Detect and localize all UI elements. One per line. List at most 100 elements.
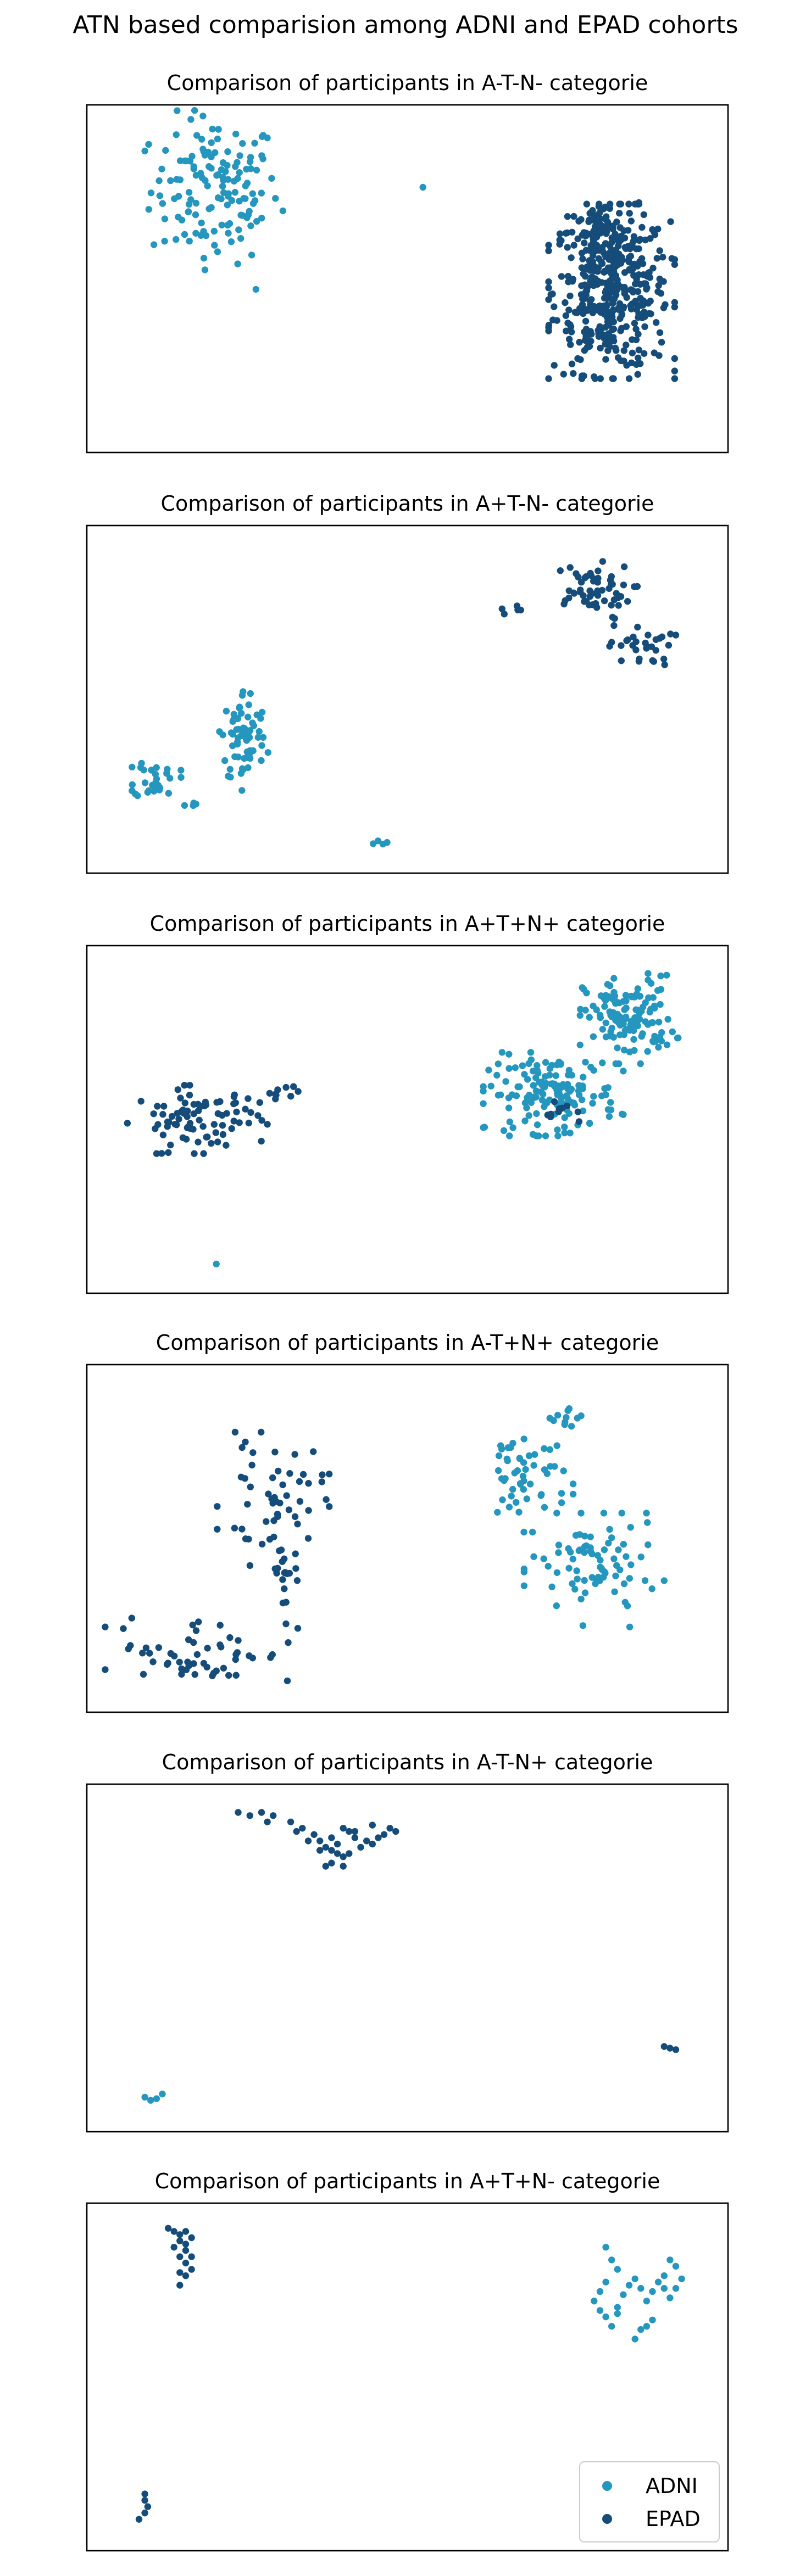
data-point — [340, 1825, 347, 1832]
data-point — [671, 375, 679, 382]
data-point — [231, 1428, 239, 1436]
data-point — [574, 355, 581, 362]
data-point — [279, 1576, 286, 1583]
data-point — [657, 973, 664, 980]
data-point — [642, 639, 649, 647]
data-point — [577, 1005, 584, 1013]
data-point — [220, 1664, 227, 1672]
data-point — [156, 192, 164, 199]
data-point — [247, 690, 254, 697]
data-point — [634, 371, 641, 378]
data-point — [255, 728, 263, 735]
data-point — [606, 1526, 613, 1533]
data-point — [594, 277, 602, 284]
data-point — [586, 343, 593, 350]
data-point — [618, 254, 625, 261]
data-point — [271, 1494, 278, 1501]
data-point — [608, 1025, 615, 1032]
data-point — [253, 166, 260, 174]
data-point — [159, 2091, 166, 2098]
data-point — [558, 1490, 565, 1497]
data-point — [540, 1091, 547, 1098]
data-point — [636, 237, 643, 244]
data-point — [569, 228, 576, 236]
data-point — [641, 323, 648, 331]
data-point — [561, 1114, 568, 1121]
data-point — [634, 583, 641, 590]
data-point — [558, 1499, 565, 1506]
data-point — [258, 742, 265, 749]
data-point — [258, 1428, 265, 1436]
data-point — [657, 1001, 664, 1008]
data-point — [635, 347, 643, 354]
panel-3: Comparison of participants in A+T+N+ cat… — [86, 912, 729, 1294]
data-point — [224, 148, 231, 155]
data-point — [292, 1565, 299, 1572]
data-point — [186, 1120, 194, 1127]
data-point — [601, 1003, 608, 1010]
data-point — [635, 354, 642, 361]
data-point — [562, 230, 569, 237]
data-point — [238, 1526, 246, 1533]
data-point — [531, 1451, 538, 1458]
data-point — [564, 272, 572, 280]
data-point — [545, 242, 552, 249]
data-point — [144, 2503, 152, 2510]
data-point — [299, 1471, 307, 1478]
data-point — [634, 288, 642, 295]
data-point — [534, 1062, 541, 1069]
data-point — [586, 210, 593, 217]
data-point — [671, 299, 679, 306]
data-point — [535, 1079, 543, 1086]
data-point — [340, 1853, 347, 1860]
data-point — [516, 1083, 523, 1091]
data-point — [545, 375, 552, 382]
data-point — [225, 230, 232, 237]
data-point — [577, 1510, 585, 1517]
data-point — [210, 1121, 218, 1128]
data-point — [144, 789, 151, 796]
data-point — [505, 1065, 513, 1072]
data-point — [254, 734, 262, 741]
data-point — [642, 1018, 649, 1025]
data-point — [562, 312, 570, 319]
data-point — [232, 1672, 240, 1679]
data-point — [285, 1639, 292, 1646]
data-point — [625, 375, 633, 382]
data-point — [509, 1124, 516, 1131]
data-point — [604, 1084, 612, 1091]
data-point — [623, 1026, 630, 1033]
data-point — [294, 1521, 301, 1528]
data-point — [245, 701, 252, 708]
data-point — [275, 1467, 282, 1475]
data-point — [661, 661, 668, 668]
panel-title: Comparison of participants in A-T-N+ cat… — [162, 1750, 653, 1774]
data-point — [614, 354, 622, 361]
data-point — [175, 193, 182, 200]
data-point — [633, 306, 641, 314]
data-point — [551, 362, 558, 369]
data-point — [242, 1105, 249, 1113]
data-point — [612, 1060, 620, 1068]
data-point — [230, 1117, 237, 1125]
data-point — [283, 1492, 290, 1499]
data-point — [565, 306, 573, 314]
data-point — [565, 336, 573, 343]
data-point — [602, 1091, 609, 1098]
data-point — [553, 1442, 560, 1449]
data-point — [247, 165, 254, 172]
data-point — [579, 255, 586, 262]
data-point — [199, 1123, 207, 1130]
data-point — [562, 1418, 569, 1426]
data-point — [566, 1088, 574, 1095]
data-point — [195, 1138, 202, 1145]
data-point — [508, 1493, 515, 1500]
data-point — [517, 1480, 524, 1488]
data-point — [200, 1150, 207, 1157]
data-point — [253, 217, 260, 225]
data-point — [236, 198, 243, 205]
data-point — [579, 232, 586, 239]
data-point — [291, 1451, 298, 1458]
data-point — [128, 1614, 135, 1622]
data-point — [214, 135, 221, 143]
